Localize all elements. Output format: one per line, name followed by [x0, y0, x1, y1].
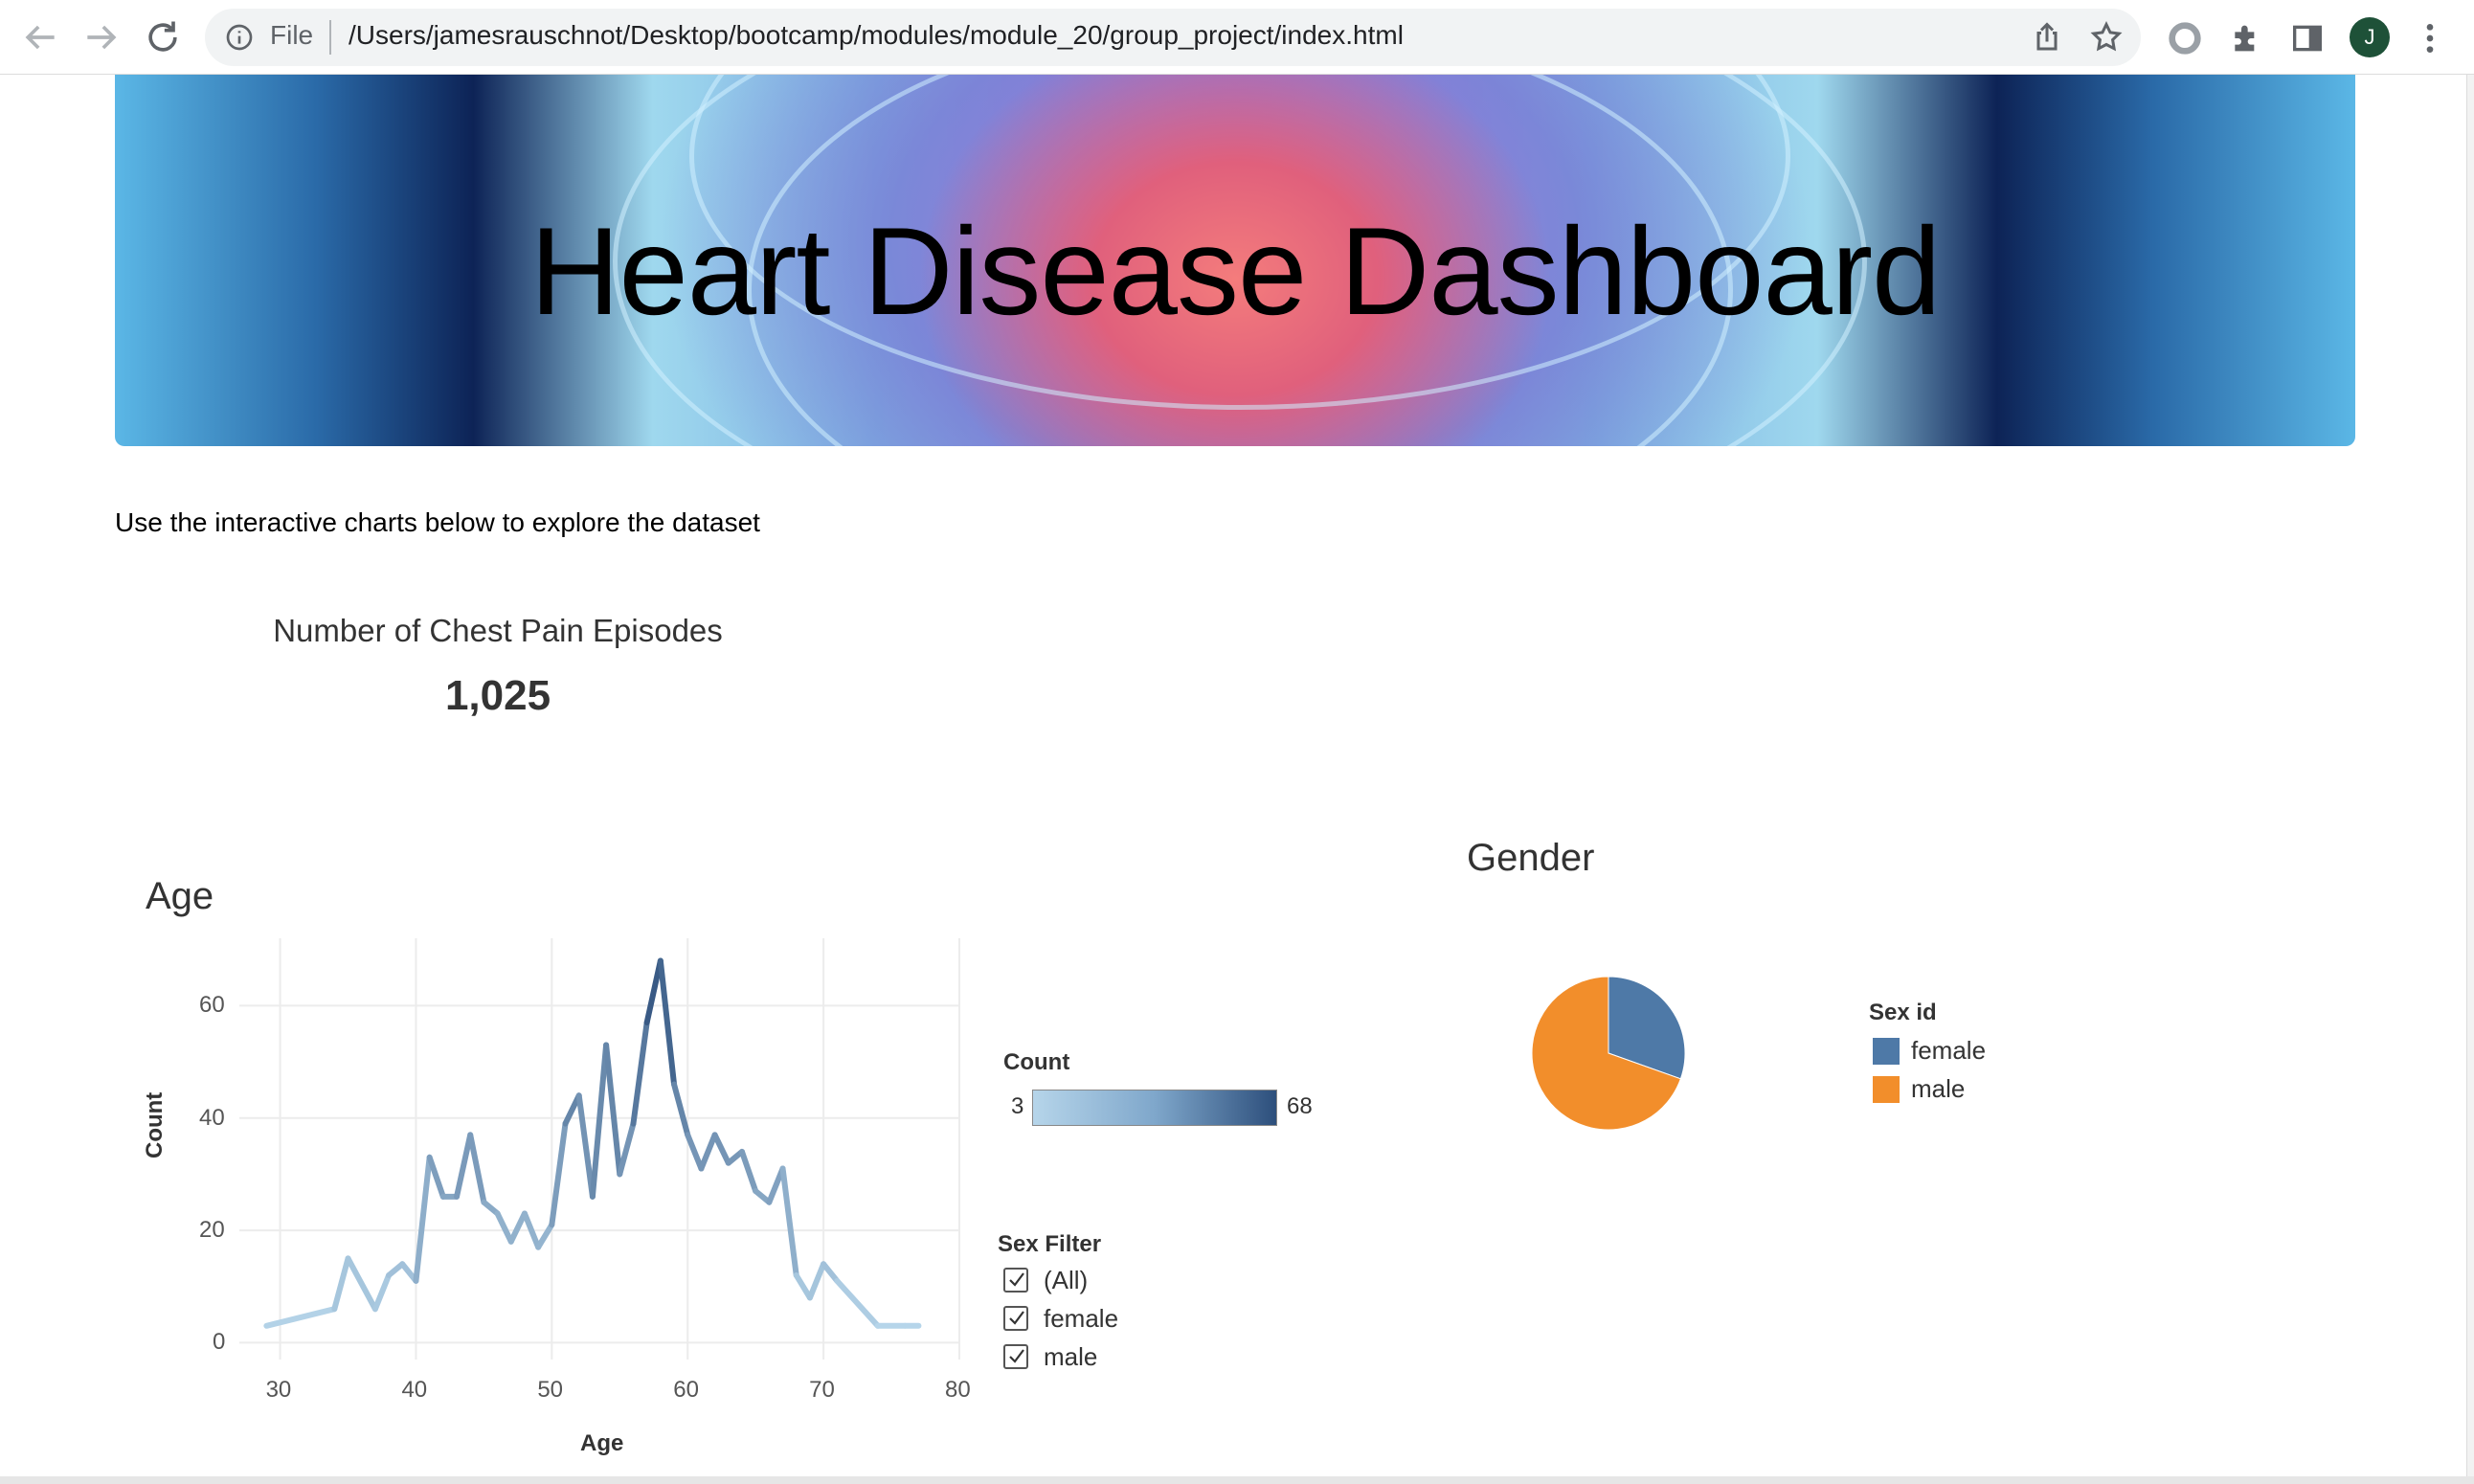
- age-line-segment[interactable]: [698, 1132, 718, 1172]
- browser-toolbar: File /Users/jamesrauschnot/Desktop/bootc…: [0, 0, 2474, 75]
- omnibox-separator: [329, 20, 331, 55]
- x-tick-label: 80: [945, 1377, 971, 1403]
- x-tick-label: 70: [809, 1377, 835, 1403]
- x-tick-label: 60: [673, 1377, 699, 1403]
- age-line-segment[interactable]: [549, 1120, 569, 1228]
- legend-label-female: female: [1911, 1036, 1987, 1065]
- forward-button[interactable]: [80, 16, 123, 58]
- count-legend-min: 3: [1011, 1093, 1024, 1119]
- scheme-label: File: [270, 20, 314, 50]
- arrow-left-icon: [25, 25, 55, 50]
- sex-id-legend-title: Sex id: [1869, 1000, 1937, 1025]
- age-line-segment[interactable]: [589, 1042, 610, 1200]
- header-banner: Heart Disease Dashboard: [115, 75, 2355, 446]
- gender-pie-chart[interactable]: [1522, 967, 1695, 1139]
- legend-swatch-male: [1873, 1076, 1900, 1103]
- info-icon[interactable]: [224, 22, 255, 53]
- age-line-segment[interactable]: [413, 1154, 433, 1284]
- age-line-segment[interactable]: [494, 1210, 514, 1245]
- filter-option-label: male: [1044, 1342, 1098, 1371]
- age-line-segment[interactable]: [521, 1210, 542, 1250]
- age-line-segment[interactable]: [738, 1148, 759, 1194]
- back-button[interactable]: [19, 16, 61, 58]
- age-line-segment[interactable]: [793, 1272, 813, 1301]
- age-line-segment[interactable]: [806, 1261, 827, 1301]
- count-color-ramp: [1032, 1090, 1277, 1126]
- kpi-value: 1,025: [444, 672, 551, 719]
- extension-ring-icon[interactable]: [2166, 19, 2204, 57]
- y-tick-label: 20: [199, 1217, 225, 1244]
- age-line-segment[interactable]: [331, 1255, 351, 1313]
- filter-option-label: female: [1044, 1304, 1119, 1333]
- puzzle-extensions-icon[interactable]: [2227, 19, 2265, 57]
- address-bar[interactable]: File /Users/jamesrauschnot/Desktop/bootc…: [205, 9, 2141, 66]
- kebab-menu-icon[interactable]: [2411, 19, 2449, 57]
- age-line-segment[interactable]: [834, 1277, 881, 1329]
- age-chart-title: Age: [146, 875, 214, 917]
- y-tick-label: 40: [199, 1104, 225, 1131]
- age-line-segment[interactable]: [657, 957, 678, 1088]
- pie-slice-male[interactable]: [1531, 976, 1682, 1131]
- age-line-segment[interactable]: [426, 1154, 446, 1200]
- legend-swatch-female: [1873, 1038, 1900, 1065]
- age-line-segment[interactable]: [507, 1210, 528, 1245]
- bookmark-star-icon[interactable]: [2089, 20, 2124, 55]
- url-text[interactable]: /Users/jamesrauschnot/Desktop/bootcamp/m…: [349, 20, 1404, 50]
- sex-filter-title: Sex Filter: [998, 1231, 1102, 1257]
- age-line-segment[interactable]: [671, 1081, 691, 1138]
- intro-text: Use the interactive charts below to expl…: [115, 507, 760, 537]
- age-line-segment[interactable]: [821, 1261, 841, 1284]
- filter-option-label: (All): [1044, 1266, 1089, 1294]
- gender-chart-title: Gender: [1467, 837, 1595, 879]
- y-tick-label: 0: [213, 1329, 226, 1356]
- profile-avatar[interactable]: J: [2350, 17, 2390, 57]
- kpi-title: Number of Chest Pain Episodes: [273, 613, 723, 648]
- age-line-segment[interactable]: [345, 1255, 378, 1313]
- checkbox[interactable]: [1003, 1344, 1028, 1369]
- age-line-segment[interactable]: [535, 1222, 555, 1250]
- age-line-segment[interactable]: [467, 1132, 487, 1205]
- count-legend-title: Count: [1003, 1049, 1070, 1075]
- count-legend-max: 68: [1287, 1093, 1313, 1119]
- x-tick-label: 30: [265, 1377, 292, 1403]
- age-line-segment[interactable]: [386, 1261, 406, 1278]
- checkbox[interactable]: [1003, 1306, 1028, 1331]
- age-line-segment[interactable]: [685, 1132, 705, 1172]
- age-line-segment[interactable]: [779, 1165, 799, 1278]
- age-line-segment[interactable]: [630, 1020, 650, 1127]
- x-tick-label: 50: [537, 1377, 564, 1403]
- check-icon: [1009, 1349, 1024, 1363]
- age-line-segment[interactable]: [263, 1306, 338, 1329]
- age-line-segment[interactable]: [481, 1199, 501, 1217]
- share-icon[interactable]: [2030, 20, 2064, 55]
- y-axis-title: Count: [142, 1091, 168, 1158]
- age-line-segment[interactable]: [643, 957, 663, 1025]
- age-line-segment[interactable]: [617, 1120, 637, 1178]
- age-line-segment[interactable]: [766, 1165, 786, 1205]
- check-icon: [1009, 1311, 1024, 1325]
- horizontal-scrollbar[interactable]: [0, 1476, 2474, 1484]
- y-tick-label: 60: [199, 992, 225, 1019]
- arrow-right-icon: [87, 25, 117, 50]
- check-icon: [1009, 1272, 1024, 1287]
- vertical-scrollbar[interactable]: [2466, 75, 2474, 1476]
- age-line-segment[interactable]: [454, 1132, 474, 1200]
- rib-decoration: [613, 75, 1867, 446]
- checkbox[interactable]: [1003, 1268, 1028, 1293]
- reload-icon: [148, 21, 177, 52]
- age-line-segment[interactable]: [711, 1132, 731, 1166]
- age-line-segment[interactable]: [575, 1092, 596, 1200]
- reload-button[interactable]: [142, 16, 184, 58]
- legend-label-male: male: [1911, 1074, 1966, 1103]
- age-line-segment[interactable]: [371, 1272, 393, 1313]
- side-panel-icon[interactable]: [2288, 19, 2327, 57]
- pie-slice-female[interactable]: [1608, 976, 1686, 1080]
- x-tick-label: 40: [401, 1377, 428, 1403]
- page-title: Heart Disease Dashboard: [529, 201, 1942, 341]
- age-line-segment[interactable]: [603, 1042, 623, 1178]
